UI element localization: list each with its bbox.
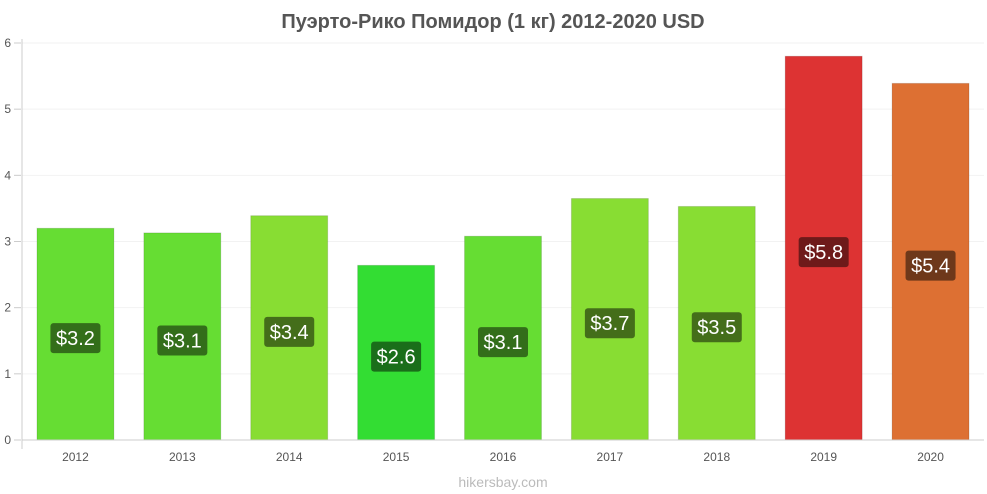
data-label-bg [798,237,849,268]
data-label: $3.1 [163,330,202,352]
x-tick-label: 2018 [703,450,730,464]
data-label: $5.4 [911,256,950,278]
data-label-bg [584,308,635,339]
data-label-bg [371,341,422,372]
y-tick-label: 2 [4,301,11,315]
data-label-bg [478,327,528,358]
y-tick-label: 4 [4,168,11,182]
data-label-bg [157,325,208,356]
x-tick-label: 2019 [810,450,837,464]
y-tick-label: 0 [4,433,11,447]
x-tick-label: 2017 [597,450,624,464]
data-label-bg [50,323,101,354]
data-label-bg [691,312,742,343]
y-tick-label: 3 [4,235,11,249]
x-tick-label: 2020 [917,450,944,464]
x-tick-label: 2014 [276,450,303,464]
x-tick-label: 2013 [169,450,196,464]
data-label: $3.1 [484,332,523,354]
data-label: $3.4 [270,322,309,344]
data-label: $3.2 [56,328,95,350]
data-label: $3.5 [697,317,736,339]
data-label-bg [905,250,956,281]
y-tick-label: 6 [4,36,11,50]
x-tick-label: 2012 [62,450,89,464]
y-tick-label: 1 [4,367,11,381]
chart-title: Пуэрто-Рико Помидор (1 кг) 2012-2020 USD [281,11,704,33]
data-label: $2.6 [377,347,416,369]
data-label: $3.7 [590,313,629,335]
x-tick-label: 2015 [383,450,410,464]
y-tick-label: 5 [4,102,11,116]
credit-text: hikersbay.com [458,474,547,490]
bars: $3.2 $3.1 $3.4 $2.6 $3.1 $3.7 $3.5 $5.8 $5.4 [36,55,970,441]
data-label: $5.8 [804,242,843,264]
x-tick-label: 2016 [490,450,517,464]
data-label-bg [264,316,315,347]
axes: 0 1 2 3 4 5 6 2012 2013 2014 2015 2016 2017 2018 2019 2… [4,36,984,464]
